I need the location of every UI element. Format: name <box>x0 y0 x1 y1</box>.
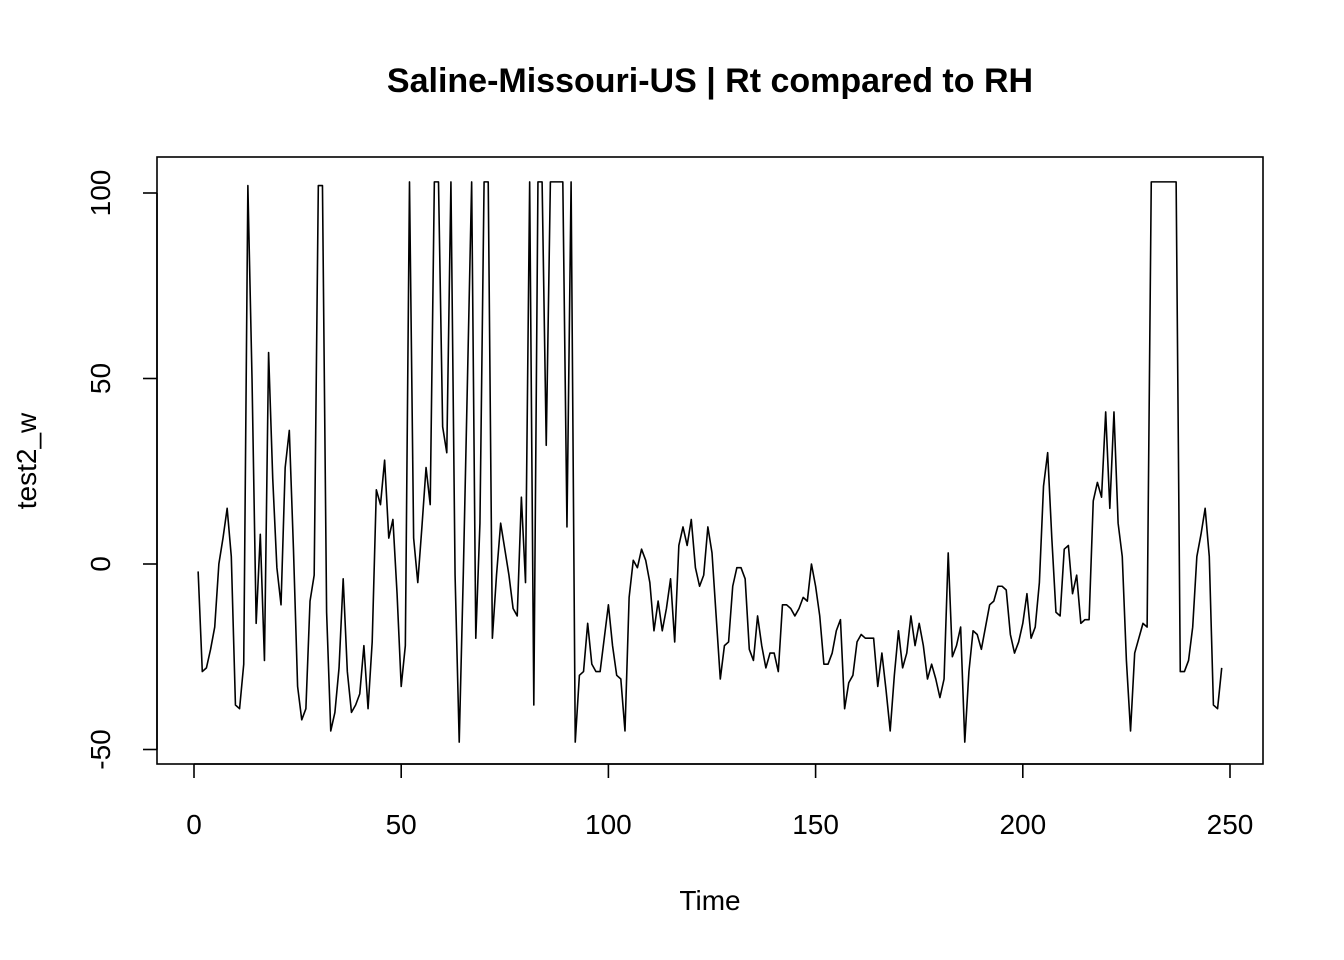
y-tick-label: 100 <box>85 170 116 217</box>
x-axis-label: Time <box>679 885 740 916</box>
y-axis-label: test2_w <box>11 412 42 509</box>
y-tick-label: 50 <box>85 363 116 394</box>
y-tick-label: 0 <box>85 556 116 572</box>
x-tick-label: 250 <box>1207 809 1254 840</box>
series-points <box>198 182 1222 742</box>
series-line <box>197 181 1223 743</box>
x-tick-label: 200 <box>999 809 1046 840</box>
chart-title: Saline-Missouri-US | Rt compared to RH <box>387 62 1033 100</box>
x-tick-label: 0 <box>186 809 202 840</box>
x-tick-label: 150 <box>792 809 839 840</box>
x-tick-label: 50 <box>386 809 417 840</box>
y-tick-label: -50 <box>85 729 116 769</box>
y-axis: -50 0 50 100 <box>85 170 158 770</box>
x-tick-label: 100 <box>585 809 632 840</box>
x-axis: 0 50 100 150 200 250 <box>186 763 1254 840</box>
